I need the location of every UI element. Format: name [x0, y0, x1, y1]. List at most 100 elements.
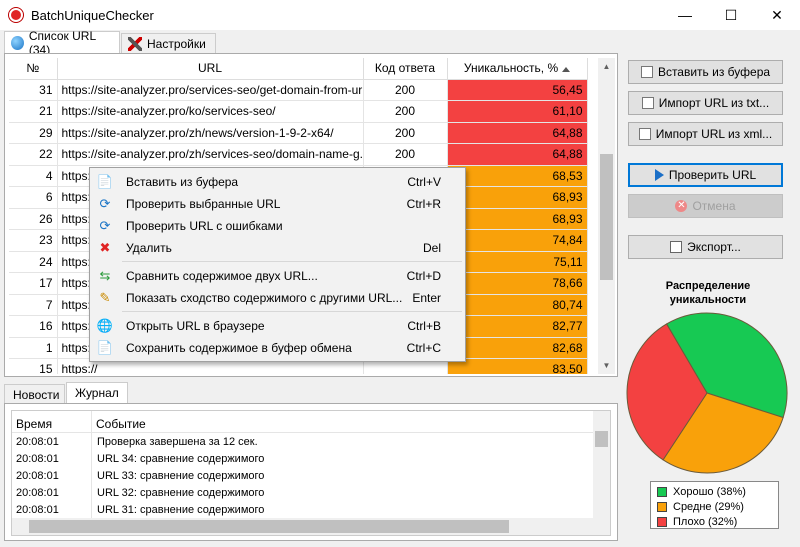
tab-settings[interactable]: Настройки — [121, 33, 216, 54]
maximize-button[interactable]: ☐ — [724, 6, 738, 23]
context-menu-item[interactable]: ✎ Показать сходство содержимого с другими… — [92, 287, 463, 309]
file-icon — [641, 97, 654, 109]
context-menu-label: Открыть URL в браузере — [126, 319, 265, 333]
row-number: 26 — [9, 208, 58, 230]
context-menu-item[interactable]: ⟳ Проверить выбранные URL Ctrl+R — [92, 193, 463, 215]
legend-item: Плохо (32%) — [657, 514, 772, 529]
paste-from-clipboard-button[interactable]: Вставить из буфера — [628, 60, 783, 84]
minimize-button[interactable]: — — [678, 7, 692, 23]
file-icon — [638, 128, 651, 140]
paste-icon: 📄 — [96, 174, 114, 189]
log-header: Время Событие — [12, 411, 610, 433]
log-event: URL 31: сравнение содержимого — [97, 503, 265, 516]
log-row[interactable]: 20:08:01 URL 34: сравнение содержимого — [12, 450, 610, 467]
import-txt-button[interactable]: Импорт URL из txt... — [628, 91, 783, 115]
row-uniqueness: 74,84 — [447, 229, 588, 252]
refresh-icon: ⟳ — [99, 218, 111, 233]
paste-icon — [640, 66, 653, 78]
log-row[interactable]: 20:08:01 URL 32: сравнение содержимого — [12, 484, 610, 501]
row-number: 22 — [9, 143, 58, 166]
close-button[interactable]: ✕ — [771, 6, 783, 23]
row-number: 24 — [9, 251, 58, 273]
table-row[interactable]: 31 https://site-analyzer.pro/services-seo… — [9, 79, 588, 101]
log-header-time[interactable]: Время — [12, 411, 92, 432]
import-xml-label: Импорт URL из xml... — [655, 127, 773, 141]
row-url: https://site-analyzer.pro/services-seo/g… — [57, 79, 364, 101]
export-button[interactable]: Экспорт... — [628, 235, 783, 259]
log-time: 20:08:01 — [12, 433, 92, 450]
context-menu-item[interactable]: 📄 Сохранить содержимое в буфер обмена Ctrl… — [92, 337, 463, 359]
row-status-code: 200 — [363, 100, 448, 123]
row-url: https:// — [57, 358, 364, 374]
log-row[interactable]: 20:08:01 URL 33: сравнение содержимого — [12, 467, 610, 484]
top-tabs: Список URL (34) Настройки — [0, 29, 800, 57]
column-header-code[interactable]: Код ответа — [363, 58, 448, 80]
log-hscroll-thumb[interactable] — [29, 520, 509, 533]
context-menu-item[interactable]: 🌐 Открыть URL в браузере Ctrl+B — [92, 315, 463, 337]
column-header-num[interactable]: № — [9, 58, 58, 80]
cancel-button: ✕ Отмена — [628, 194, 783, 218]
row-uniqueness: 82,77 — [447, 315, 588, 338]
legend-swatch — [657, 501, 667, 512]
row-uniqueness: 68,93 — [447, 186, 588, 209]
import-xml-button[interactable]: Импорт URL из xml... — [628, 122, 783, 146]
scroll-thumb[interactable] — [600, 154, 613, 280]
log-header-event[interactable]: Событие — [96, 416, 146, 431]
row-uniqueness: 68,53 — [447, 165, 588, 187]
row-status-code — [363, 358, 448, 374]
row-status-code: 200 — [363, 79, 448, 101]
url-table-scrollbar[interactable]: ▲ ▼ — [598, 58, 615, 374]
context-menu-item[interactable]: ✖ Удалить Del — [92, 237, 463, 259]
context-menu: 📄 Вставить из буфера Ctrl+V ⟳ Проверить выбр… — [89, 167, 466, 362]
legend-swatch — [657, 516, 667, 527]
context-menu-item[interactable]: 📄 Вставить из буфера Ctrl+V — [92, 171, 463, 193]
log-event: Проверка завершена за 12 сек. — [97, 435, 258, 448]
table-row[interactable]: 22 https://site-analyzer.pro/zh/services-… — [9, 143, 588, 166]
similarity-icon: ✎ — [99, 290, 111, 305]
pie-slice-good — [665, 312, 788, 419]
row-number: 6 — [9, 186, 58, 209]
log-scroll-thumb[interactable] — [595, 431, 608, 447]
row-uniqueness: 75,11 — [447, 251, 588, 273]
context-menu-label: Сравнить содержимое двух URL... — [126, 269, 318, 283]
legend-label: Хорошо (38%) — [673, 485, 746, 498]
globe-icon — [11, 36, 24, 50]
tab-news[interactable]: Новости — [4, 384, 65, 404]
log-vertical-scrollbar[interactable] — [593, 411, 610, 519]
log-panel: Время Событие 20:08:01 Проверка завершена… — [4, 403, 618, 541]
log-table[interactable]: Время Событие 20:08:01 Проверка завершена… — [11, 410, 611, 536]
row-number: 4 — [9, 165, 58, 187]
row-number: 21 — [9, 100, 58, 123]
tools-icon — [128, 37, 142, 51]
log-event: URL 33: сравнение содержимого — [97, 469, 265, 482]
tab-log[interactable]: Журнал — [66, 382, 128, 404]
row-number: 31 — [9, 79, 58, 101]
column-header-url[interactable]: URL — [57, 58, 364, 80]
legend-label: Средне (29%) — [673, 500, 744, 513]
menu-separator — [122, 311, 462, 312]
table-row[interactable]: 21 https://site-analyzer.pro/ko/services-… — [9, 100, 588, 123]
check-url-button[interactable]: Проверить URL — [628, 163, 783, 187]
chart-title: Распределение уникальности — [665, 280, 751, 306]
row-uniqueness: 80,74 — [447, 294, 588, 316]
paste-button-label: Вставить из буфера — [657, 65, 771, 79]
context-menu-shortcut: Ctrl+B — [407, 319, 441, 333]
delete-icon: ✖ — [99, 240, 111, 255]
cancel-label: Отмена — [692, 199, 736, 213]
log-horizontal-scrollbar[interactable] — [12, 518, 610, 535]
context-menu-item[interactable]: ⟳ Проверить URL с ошибками — [92, 215, 463, 237]
scroll-up-arrow[interactable]: ▲ — [602, 62, 611, 71]
play-icon — [654, 169, 664, 181]
scroll-down-arrow[interactable]: ▼ — [602, 361, 611, 370]
table-row[interactable]: 15 https:// 83,50 — [9, 358, 588, 374]
window-title: BatchUniqueChecker — [31, 7, 154, 23]
row-number: 17 — [9, 272, 58, 295]
legend-swatch — [657, 486, 667, 497]
pie-slice-medium — [662, 392, 784, 474]
log-row[interactable]: 20:08:01 Проверка завершена за 12 сек. — [12, 433, 610, 450]
context-menu-item[interactable]: ⇆ Сравнить содержимое двух URL... Ctrl+D — [92, 265, 463, 287]
log-row[interactable]: 20:08:01 URL 31: сравнение содержимого — [12, 501, 610, 518]
tab-url-list[interactable]: Список URL (34) — [4, 29, 120, 57]
table-row[interactable]: 29 https://site-analyzer.pro/zh/news/vers… — [9, 122, 588, 144]
column-header-uniqueness[interactable]: Уникальность, % — [447, 58, 588, 80]
